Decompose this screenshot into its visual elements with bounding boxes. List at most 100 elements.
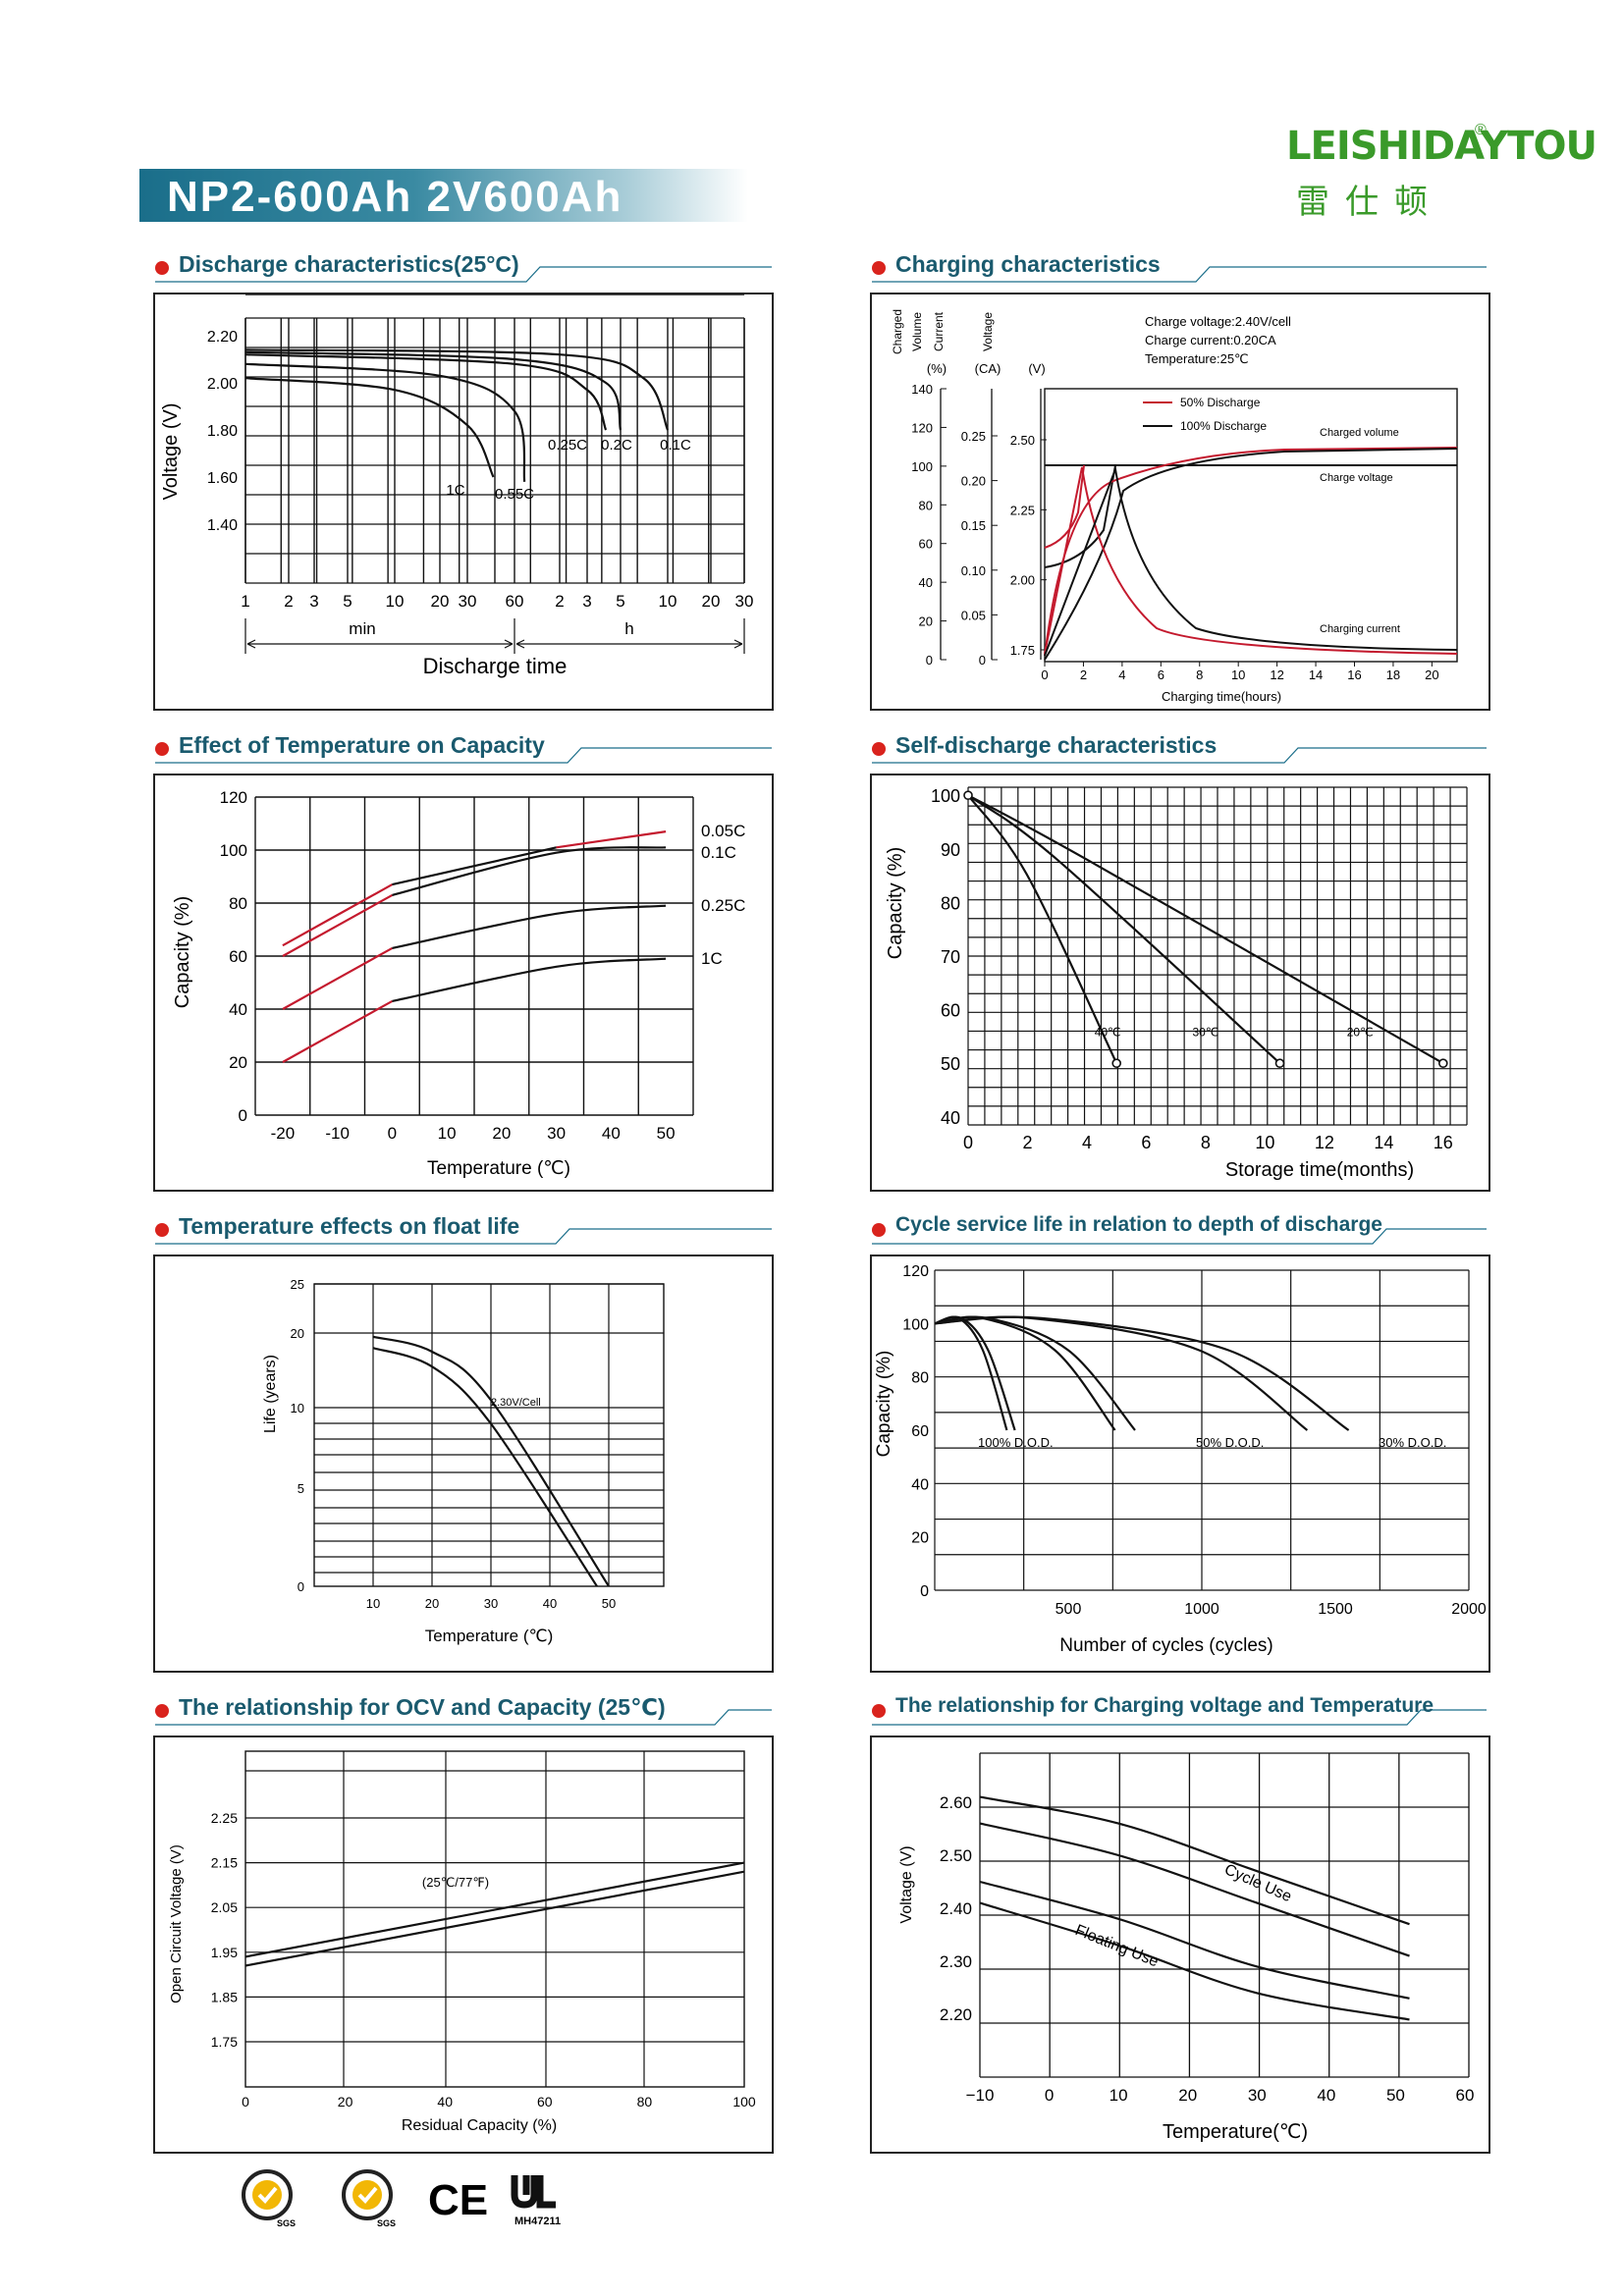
- y-tick-label: 60: [941, 1001, 960, 1021]
- x-axis-label: Temperature (℃): [427, 1158, 570, 1179]
- series-line-cycle-lower: [979, 1822, 1410, 1957]
- y-axis-label: Capacity (%): [885, 847, 906, 959]
- x-tick-label: 40: [437, 2094, 453, 2109]
- plot-frame: [244, 1750, 745, 2088]
- temp-capacity-chart: -20 -10 0 10 20 30 40 50 120 100 80 60 40 20 0 Capacity…: [172, 788, 745, 1179]
- series-label-20℃: 20℃: [1347, 1025, 1374, 1039]
- x-tick-label: 10: [1255, 1133, 1274, 1152]
- y-tick-label: 0.25: [961, 429, 986, 444]
- x-axis-label: Charging time(hours): [1162, 689, 1281, 704]
- svg-text:SGS: SGS: [277, 2218, 296, 2228]
- x-tick-label: 16: [1434, 1133, 1453, 1152]
- series-label-100% D.O.D.: 100% D.O.D.: [978, 1435, 1054, 1450]
- x-tick-label: 0: [1041, 667, 1048, 682]
- y-tick-label: 0: [979, 653, 986, 667]
- series-line-0.25C-cold: [282, 946, 393, 1010]
- y-tick-label: 80: [911, 1370, 929, 1387]
- series-line-upper: [372, 1335, 610, 1587]
- x-axis-label: Storage time(months): [1225, 1159, 1414, 1181]
- y-tick-label: 1.75: [1010, 643, 1035, 658]
- series-line-40℃: [967, 794, 1118, 1064]
- x-tick-label: 60: [506, 592, 524, 611]
- x-tick-label: 6: [1141, 1133, 1151, 1152]
- y-tick-label: 100: [220, 841, 247, 860]
- chart-panel-self-discharge: 0 2 4 6 8 10 12 14 16 100 90 80 70 60 50 40 Capacity (%)…: [870, 774, 1490, 1192]
- y-tick-label: 0.15: [961, 518, 986, 533]
- y-tick-label: 140: [911, 382, 933, 397]
- certification-marks: SGS SGS CE MH47211: [238, 2169, 581, 2228]
- page-title: NP2-600Ah 2V600Ah: [167, 173, 623, 221]
- series-line-float-lower: [979, 1901, 1410, 2021]
- x-tick-label: 12: [1315, 1133, 1334, 1152]
- x-tick-label: 18: [1386, 667, 1400, 682]
- x-tick-label: -20: [271, 1124, 296, 1143]
- x-tick-label: 10: [366, 1596, 380, 1611]
- axis-header: Volume: [910, 312, 924, 351]
- y-tick-label: 2.20: [940, 2005, 972, 2024]
- x-tick-label: 2: [284, 592, 293, 611]
- section-title-float-life: Temperature effects on float life: [155, 1213, 784, 1253]
- x-unit-label: min: [349, 619, 375, 638]
- x-tick-label: 20: [492, 1124, 511, 1143]
- x-tick-label: 4: [1082, 1133, 1092, 1152]
- axis-header: Charged: [891, 309, 904, 354]
- series-line-0.25C: [392, 904, 667, 949]
- brand-latin: LEISHIDAYTOU: [1286, 124, 1597, 169]
- series-end-marker: [1274, 1058, 1285, 1069]
- series-label-0.25C: 0.25C: [548, 437, 587, 454]
- section-title-cycle-life: Cycle service life in relation to depth …: [872, 1213, 1500, 1253]
- x-axis-label: Residual Capacity (%): [402, 2117, 557, 2134]
- y-tick-label: 120: [911, 420, 933, 435]
- x-tick-label: 12: [1270, 667, 1283, 682]
- sgs-badge-icon: SGS: [242, 2169, 296, 2228]
- curve-label: Charging current: [1320, 623, 1400, 635]
- ul-mark-icon: MH47211: [511, 2175, 561, 2227]
- series-line-20℃: [967, 794, 1444, 1065]
- curve-label: Charge voltage: [1320, 472, 1393, 484]
- y-tick-label: 1.80: [207, 423, 238, 440]
- y-tick-label: 100: [931, 786, 960, 806]
- axis-header: Current: [932, 311, 946, 351]
- y-tick-label: 40: [229, 1000, 247, 1019]
- axis-unit: (CA): [975, 361, 1001, 376]
- x-axis-label: Temperature (℃): [425, 1627, 554, 1645]
- series-label-30℃: 30℃: [1192, 1025, 1218, 1039]
- x-tick-label: 3: [309, 592, 318, 611]
- chart-panel-ocv: 2.25 2.15 2.05 1.95 1.85 1.75 0 20 40 60 80 100 Open…: [153, 1735, 774, 2154]
- y-tick-label: 0.20: [961, 474, 986, 489]
- y-tick-label: 60: [911, 1423, 929, 1440]
- band-label: Cycle Use: [1221, 1861, 1294, 1905]
- discharge-chart: 2.202.001.801.601.401 2 3 5 10 20 30 60 2 3 5 10 20 3…: [160, 294, 753, 678]
- y-tick-label: 90: [941, 840, 960, 860]
- bullet-dot: [155, 1704, 169, 1718]
- series-label-0.1C: 0.1C: [701, 843, 736, 862]
- bullet-dot: [155, 742, 169, 756]
- x-tick-label: 10: [1231, 667, 1245, 682]
- y-tick-label: 2.25: [211, 1810, 238, 1826]
- x-tick-label: 10: [1110, 2086, 1128, 2105]
- y-tick-label: 2.15: [211, 1855, 238, 1871]
- y-tick-label: 80: [229, 894, 247, 913]
- x-tick-label: 40: [543, 1596, 557, 1611]
- x-tick-label: 50: [1386, 2086, 1405, 2105]
- x-tick-label: 20: [1425, 667, 1438, 682]
- y-axis-label: Open Circuit Voltage (V): [168, 1844, 185, 2003]
- x-tick-label: 60: [1456, 2086, 1475, 2105]
- y-tick-label: 20: [911, 1530, 929, 1547]
- x-tick-label: 4: [1118, 667, 1125, 682]
- x-tick-label: 1500: [1318, 1601, 1353, 1618]
- charge-voltage-chart: 2.60 2.50 2.40 2.30 2.20 −10 0 10 20 30 40 50 60 Volt…: [898, 1752, 1475, 2143]
- chart-panel-temp-capacity: -20 -10 0 10 20 30 40 50 120 100 80 60 40 20 0 Capacity…: [153, 774, 774, 1192]
- volume-curve-50: [1044, 447, 1458, 657]
- y-axis-label: Voltage (V): [898, 1845, 915, 1923]
- x-tick-label: 40: [1317, 2086, 1335, 2105]
- series-end-marker: [1438, 1058, 1448, 1069]
- series-line-1C: [244, 377, 495, 478]
- x-axis-label: Number of cycles (cycles): [1059, 1635, 1273, 1656]
- y-tick-label: 1.85: [211, 1989, 238, 2004]
- series-line-0.1C: [392, 846, 667, 896]
- series-line-lower: [244, 1870, 745, 1967]
- y-tick-label: 2.20: [207, 329, 238, 346]
- y-tick-label: 0: [926, 653, 933, 667]
- series-line-30℃: [967, 794, 1281, 1065]
